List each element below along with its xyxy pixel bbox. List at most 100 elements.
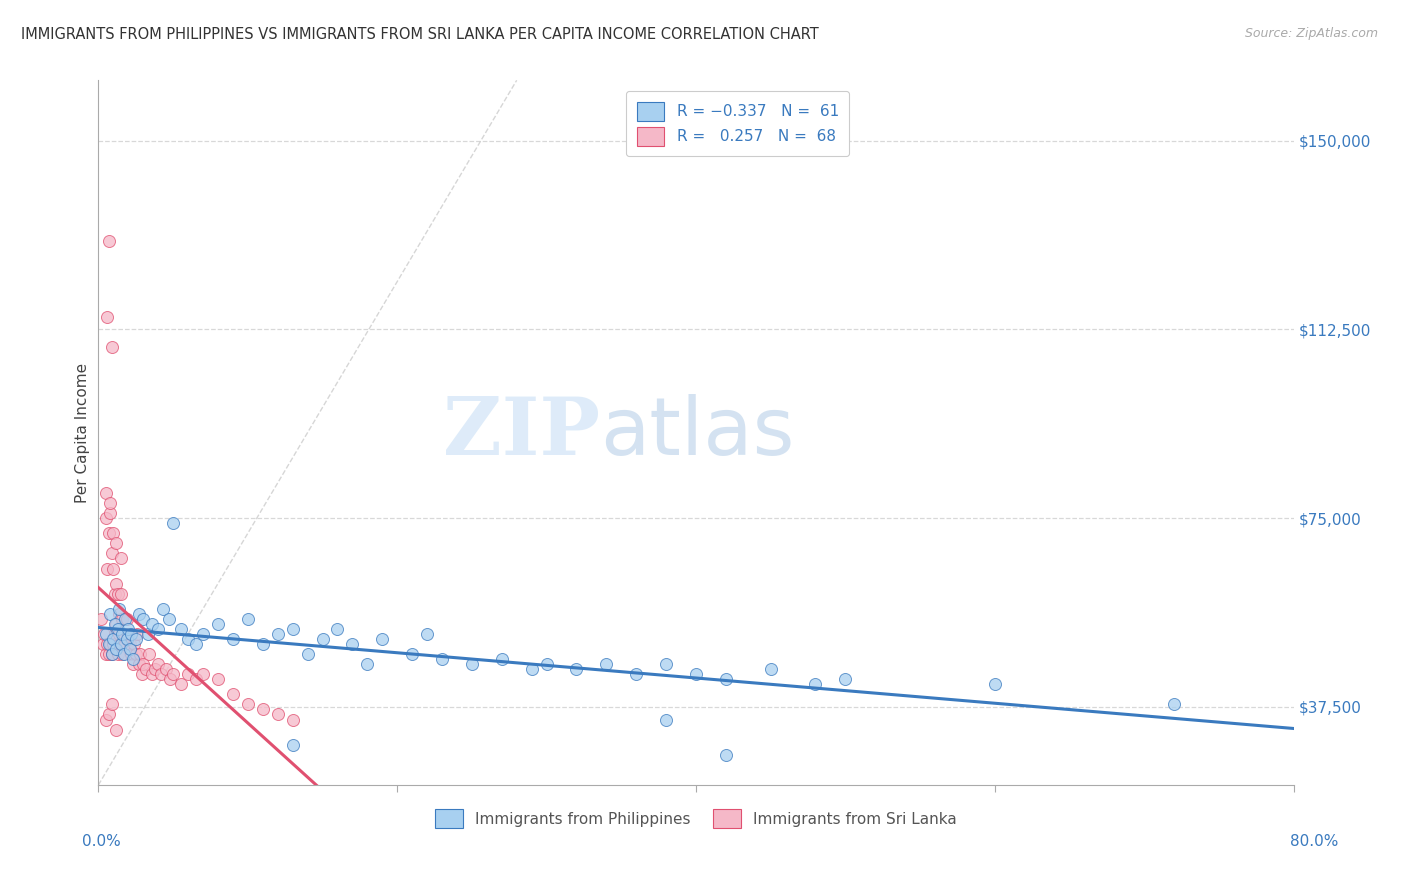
Point (110, 637, 132, 651)
Point (101, 340, 124, 354)
Point (108, 607, 131, 621)
Point (129, 647, 152, 661)
Point (110, 587, 132, 601)
Point (111, 627, 134, 641)
Point (252, 637, 274, 651)
Point (141, 667, 163, 681)
Point (118, 642, 141, 657)
Point (103, 632, 125, 646)
Point (107, 622, 129, 636)
Point (94, 713, 117, 727)
Point (120, 647, 142, 661)
Point (94, 486, 117, 500)
Point (136, 627, 159, 641)
Point (155, 662, 177, 676)
Point (159, 673, 181, 687)
Point (148, 657, 170, 672)
Point (107, 647, 129, 661)
Point (184, 637, 207, 651)
Point (184, 673, 207, 687)
Point (536, 657, 558, 672)
Point (297, 647, 319, 661)
Point (148, 622, 170, 636)
Point (108, 602, 131, 616)
Point (98, 496, 122, 510)
Point (121, 657, 143, 672)
Point (191, 667, 214, 681)
Point (105, 536, 128, 550)
Point (281, 622, 304, 636)
Point (115, 632, 138, 646)
Point (565, 662, 588, 676)
Point (714, 673, 737, 687)
Point (107, 587, 129, 601)
Point (112, 627, 135, 641)
Point (141, 616, 163, 631)
Point (94, 647, 117, 661)
Point (98, 637, 122, 651)
Point (103, 561, 125, 575)
Point (759, 662, 782, 676)
Point (98, 506, 122, 520)
Point (267, 707, 290, 722)
Point (177, 667, 200, 681)
Point (121, 652, 143, 666)
Point (120, 627, 142, 641)
Text: 0.0%: 0.0% (82, 834, 121, 849)
Point (416, 627, 439, 641)
Point (326, 622, 349, 636)
Point (101, 546, 124, 560)
Point (117, 622, 139, 636)
Point (138, 647, 160, 661)
Point (125, 632, 148, 646)
Point (520, 662, 543, 676)
Point (714, 747, 737, 762)
Point (105, 616, 128, 631)
Point (371, 632, 394, 646)
Point (461, 657, 484, 672)
Point (101, 647, 124, 661)
Point (94, 511, 117, 525)
Point (162, 516, 184, 531)
Point (169, 622, 191, 636)
Point (131, 667, 153, 681)
Legend: Immigrants from Philippines, Immigrants from Sri Lanka: Immigrants from Philippines, Immigrants … (426, 800, 966, 838)
Point (252, 702, 274, 716)
Point (401, 647, 423, 661)
Point (90, 612, 112, 626)
Point (281, 713, 304, 727)
Point (267, 627, 290, 641)
Point (112, 647, 135, 661)
Point (222, 687, 245, 701)
Point (115, 612, 138, 626)
Point (655, 713, 678, 727)
Point (96, 310, 118, 324)
Point (834, 673, 856, 687)
Point (135, 662, 157, 676)
Point (114, 637, 136, 651)
Point (103, 637, 125, 651)
Point (132, 657, 155, 672)
Point (105, 723, 128, 737)
Point (207, 673, 229, 687)
Text: atlas: atlas (600, 393, 794, 472)
Point (125, 647, 148, 661)
Point (177, 632, 200, 646)
Point (96, 637, 118, 651)
Point (169, 677, 191, 691)
Point (105, 642, 128, 657)
Point (595, 657, 617, 672)
Point (97, 526, 120, 541)
Point (281, 738, 304, 752)
Point (94, 627, 117, 641)
Point (491, 652, 513, 666)
Point (104, 616, 127, 631)
Point (96, 561, 118, 575)
Point (655, 657, 678, 672)
Point (114, 612, 136, 626)
Point (430, 652, 453, 666)
Text: IMMIGRANTS FROM PHILIPPINES VS IMMIGRANTS FROM SRI LANKA PER CAPITA INCOME CORRE: IMMIGRANTS FROM PHILIPPINES VS IMMIGRANT… (21, 27, 818, 42)
Point (356, 657, 378, 672)
Point (311, 632, 333, 646)
Text: 80.0%: 80.0% (1291, 834, 1339, 849)
